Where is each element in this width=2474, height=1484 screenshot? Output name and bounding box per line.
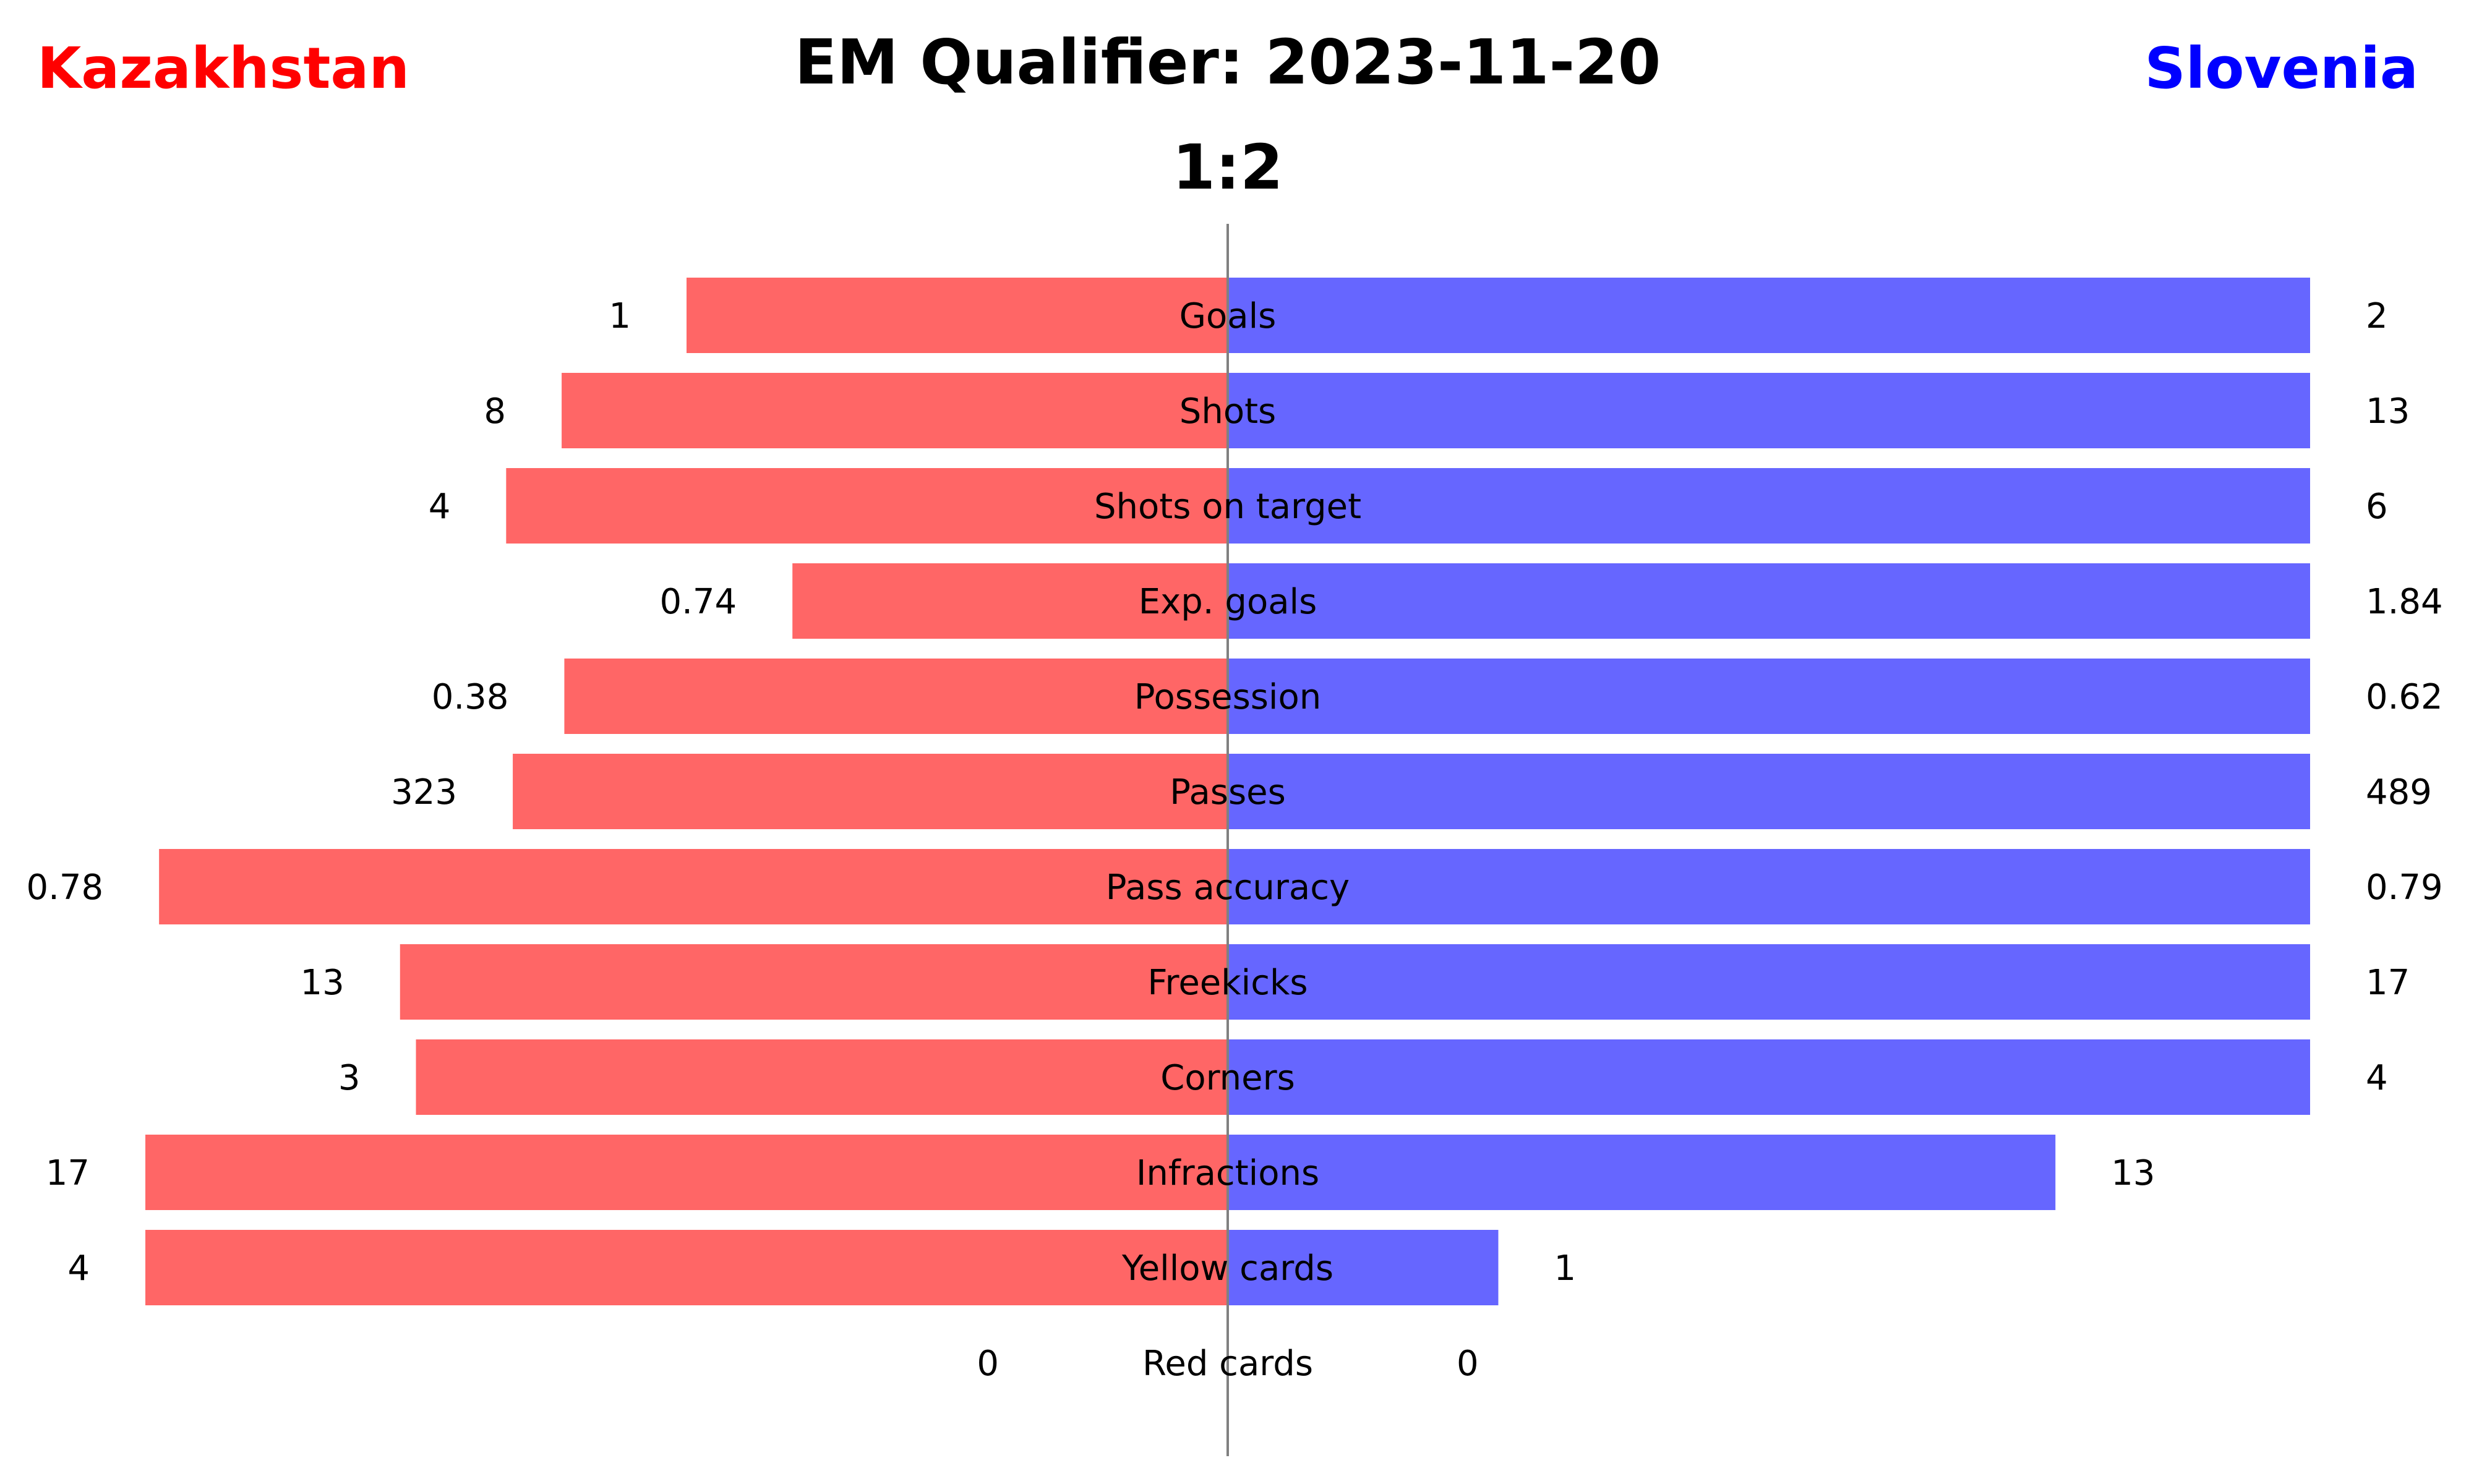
value-label-red-cards-left: 0 (977, 1344, 999, 1384)
value-label-corners-right: 4 (2366, 1058, 2388, 1098)
value-label-shots-right: 13 (2366, 391, 2410, 432)
bar-exp-goals-right (1228, 563, 2310, 639)
bar-yellow-cards-right (1228, 1230, 1499, 1305)
value-label-shots-on-target-right: 6 (2366, 487, 2388, 527)
category-label-yellow-cards: Yellow cards (1121, 1248, 1333, 1289)
value-label-shots-left: 8 (484, 391, 506, 432)
value-label-infractions-right: 13 (2111, 1153, 2155, 1193)
bar-freekicks-right (1228, 944, 2310, 1020)
category-label-pass-accuracy: Pass accuracy (1106, 868, 1350, 908)
right-team-name: Slovenia (2145, 35, 2418, 101)
bar-shots-left (562, 373, 1228, 448)
value-label-possession-right: 0.62 (2366, 677, 2443, 717)
bar-corners-right (1228, 1039, 2310, 1115)
category-label-red-cards: Red cards (1142, 1344, 1313, 1384)
bar-goals-right (1228, 278, 2310, 353)
bar-passes-left (513, 754, 1228, 829)
category-label-possession: Possession (1134, 677, 1322, 717)
bar-yellow-cards-left (145, 1230, 1228, 1305)
value-label-passes-left: 323 (391, 772, 457, 812)
value-label-passes-right: 489 (2366, 772, 2432, 812)
bar-possession-right (1228, 659, 2310, 734)
value-label-goals-left: 1 (609, 296, 631, 336)
bar-shots-right (1228, 373, 2310, 448)
category-label-exp-goals: Exp. goals (1139, 582, 1317, 622)
value-label-pass-accuracy-right: 0.79 (2366, 868, 2443, 908)
category-label-goals: Goals (1179, 296, 1277, 336)
category-label-infractions: Infractions (1136, 1153, 1319, 1193)
bars-layer (145, 278, 2310, 1305)
value-label-freekicks-left: 13 (300, 963, 344, 1003)
category-label-shots: Shots (1179, 391, 1276, 432)
left-team-name: Kazakhstan (37, 35, 409, 101)
chart-title: EM Qualifier: 2023-11-20 (795, 26, 1661, 98)
chart-subtitle: 1:2 (1172, 131, 1283, 203)
bar-pass-accuracy-left (159, 849, 1228, 924)
bar-exp-goals-left (792, 563, 1228, 639)
category-label-freekicks: Freekicks (1147, 963, 1308, 1003)
category-label-passes: Passes (1170, 772, 1286, 812)
value-label-possession-left: 0.38 (432, 677, 509, 717)
bar-shots-on-target-right (1228, 468, 2310, 544)
bar-freekicks-left (400, 944, 1228, 1020)
category-label-shots-on-target: Shots on target (1094, 487, 1361, 527)
value-label-exp-goals-right: 1.84 (2366, 582, 2443, 622)
bar-corners-left (416, 1039, 1228, 1115)
bar-goals-left (687, 278, 1228, 353)
bar-infractions-left (145, 1135, 1228, 1210)
value-label-yellow-cards-right: 1 (1554, 1248, 1577, 1289)
value-label-infractions-left: 17 (46, 1153, 90, 1193)
value-label-yellow-cards-left: 4 (67, 1248, 90, 1289)
value-label-red-cards-right: 0 (1457, 1344, 1479, 1384)
bar-passes-right (1228, 754, 2310, 829)
bar-infractions-right (1228, 1135, 2056, 1210)
value-label-exp-goals-left: 0.74 (660, 582, 737, 622)
bar-pass-accuracy-right (1228, 849, 2310, 924)
bar-shots-on-target-left (506, 468, 1228, 544)
value-label-corners-left: 3 (338, 1058, 361, 1098)
value-label-shots-on-target-left: 4 (429, 487, 451, 527)
category-label-corners: Corners (1160, 1058, 1295, 1098)
value-label-freekicks-right: 17 (2366, 963, 2410, 1003)
value-label-pass-accuracy-left: 0.78 (26, 868, 103, 908)
value-label-goals-right: 2 (2366, 296, 2388, 336)
bar-possession-left (564, 659, 1228, 734)
